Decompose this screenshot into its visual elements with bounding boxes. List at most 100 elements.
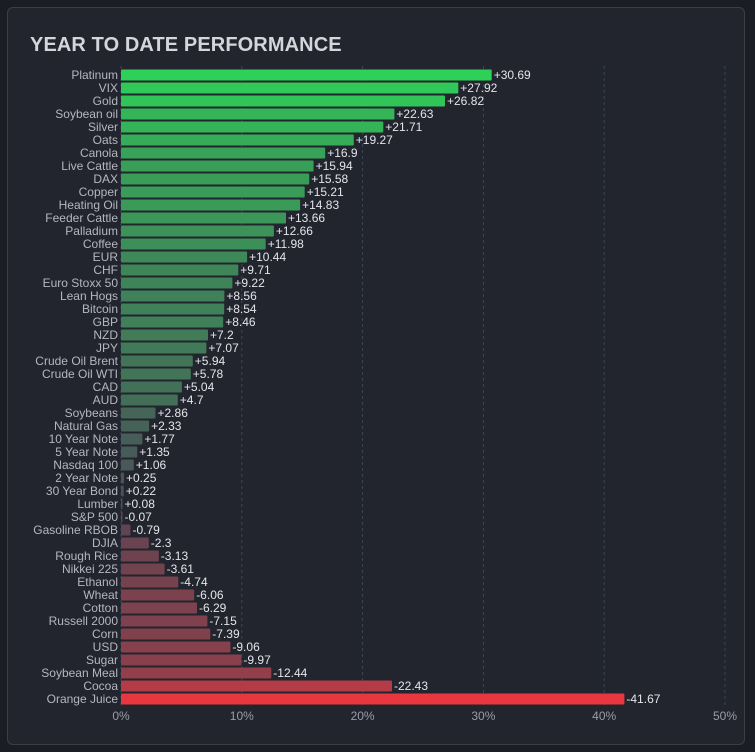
category-label: Copper: [79, 185, 118, 199]
value-label: +15.58: [311, 172, 348, 186]
value-label: +14.83: [302, 198, 339, 212]
value-label: +7.2: [210, 328, 234, 342]
bar: [121, 251, 248, 263]
category-label: Sugar: [86, 653, 118, 667]
category-label: GBP: [93, 315, 118, 329]
bar: [121, 654, 242, 666]
category-label: 5 Year Note: [55, 445, 118, 459]
x-tick-label: 10%: [230, 709, 254, 723]
bar: [121, 589, 195, 601]
value-label: -7.15: [209, 614, 237, 628]
bar: [121, 186, 305, 198]
category-label: Rough Rice: [55, 549, 118, 563]
bar: [121, 108, 395, 120]
bar: [121, 342, 207, 354]
bar: [121, 95, 445, 107]
value-label: -6.06: [196, 588, 224, 602]
value-label: +1.35: [139, 445, 170, 459]
bar: [121, 316, 224, 328]
category-label: Lean Hogs: [60, 289, 118, 303]
category-label: Silver: [88, 120, 118, 134]
value-label: +2.33: [151, 419, 182, 433]
value-label: +13.66: [288, 211, 325, 225]
value-label: +5.94: [195, 354, 226, 368]
category-label: Feeder Cattle: [45, 211, 118, 225]
category-label: Orange Juice: [47, 692, 119, 706]
bar: [121, 459, 134, 471]
value-label: +8.54: [226, 302, 257, 316]
value-label: +5.04: [184, 380, 215, 394]
bar: [121, 667, 272, 679]
bar: [121, 576, 179, 588]
bar: [121, 433, 143, 445]
x-axis-ticks: 0% 10% 20% 30% 40% 50%: [112, 709, 737, 723]
bar: [121, 368, 191, 380]
category-label: DAX: [93, 172, 118, 186]
bar: [121, 277, 233, 289]
value-label: +26.82: [447, 94, 484, 108]
value-label: +8.56: [226, 289, 257, 303]
bar: [121, 290, 225, 302]
bar: [121, 147, 326, 159]
value-label: +16.9: [327, 146, 358, 160]
bar: [121, 329, 208, 341]
category-label: S&P 500: [71, 510, 118, 524]
bar: [121, 485, 124, 497]
value-label: +9.22: [234, 276, 265, 290]
bar: [121, 472, 124, 484]
category-label: Cocoa: [83, 679, 118, 693]
category-label: Ethanol: [77, 575, 118, 589]
value-label: +0.25: [126, 471, 157, 485]
category-label: USD: [93, 640, 119, 654]
category-label: Nasdaq 100: [53, 458, 118, 472]
value-label: +4.7: [180, 393, 204, 407]
category-label: Gold: [93, 94, 118, 108]
category-label: CAD: [93, 380, 119, 394]
bar: [121, 693, 625, 705]
bar: [121, 238, 266, 250]
category-label: Live Cattle: [61, 159, 118, 173]
value-label: +12.66: [276, 224, 313, 238]
bar: [121, 394, 178, 406]
value-label: +27.92: [460, 81, 497, 95]
value-label: +1.77: [144, 432, 175, 446]
category-label: Platinum: [71, 68, 118, 82]
category-label: Corn: [92, 627, 118, 641]
bar: [121, 498, 123, 510]
chart-title: YEAR TO DATE PERFORMANCE: [30, 34, 342, 56]
bar: [121, 212, 286, 224]
bar: [121, 69, 492, 81]
x-tick-label: 40%: [592, 709, 616, 723]
bar: [121, 420, 150, 432]
bar: [121, 563, 165, 575]
value-label: -2.3: [151, 536, 172, 550]
value-label: -41.67: [626, 692, 660, 706]
bar: [121, 446, 138, 458]
bar: [121, 524, 131, 536]
category-label: Euro Stoxx 50: [43, 276, 119, 290]
value-label: +15.21: [307, 185, 344, 199]
value-label: -0.07: [125, 510, 153, 524]
bar: [121, 173, 310, 185]
category-label: Crude Oil WTI: [42, 367, 118, 381]
category-label: Wheat: [83, 588, 118, 602]
value-label: +11.98: [268, 237, 304, 251]
bar: [121, 303, 225, 315]
category-label: JPY: [96, 341, 118, 355]
value-label: +10.44: [249, 250, 286, 264]
bar: [121, 225, 274, 237]
value-label: -9.97: [243, 653, 271, 667]
value-label: +22.63: [396, 107, 433, 121]
category-label: Soybean oil: [55, 107, 118, 121]
bar: [121, 134, 354, 146]
value-label: +0.08: [125, 497, 156, 511]
bar: [121, 628, 211, 640]
category-label: Soybean Meal: [41, 666, 118, 680]
bar: [121, 407, 156, 419]
category-label: Heating Oil: [59, 198, 118, 212]
value-label: -22.43: [394, 679, 428, 693]
x-tick-label: 20%: [351, 709, 375, 723]
bar: [121, 680, 392, 692]
category-label: Russell 2000: [49, 614, 119, 628]
value-label: +15.94: [316, 159, 353, 173]
